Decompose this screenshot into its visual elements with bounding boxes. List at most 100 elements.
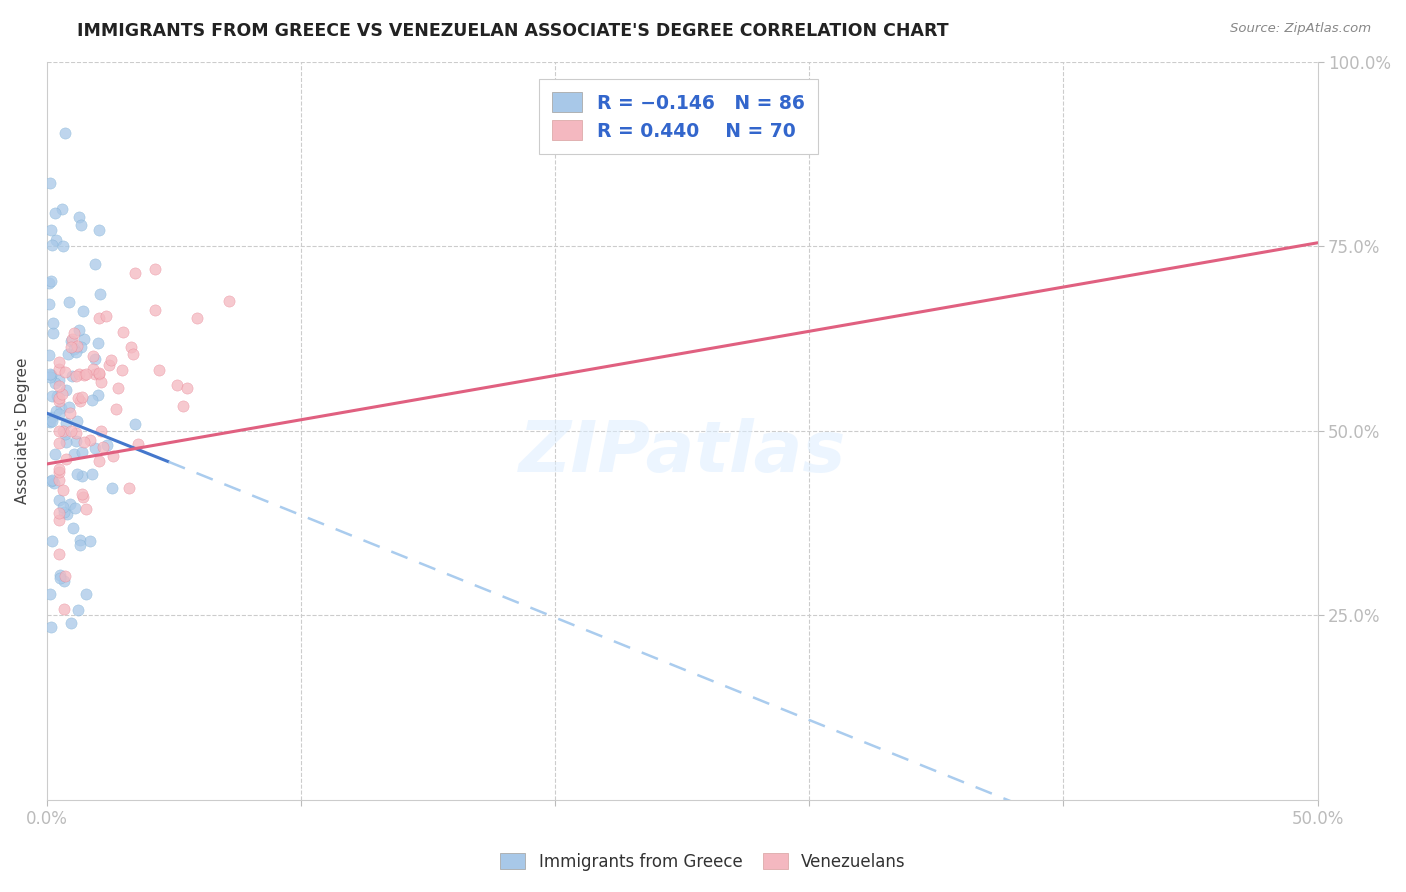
Point bbox=[48, 465, 70, 479]
Point bbox=[49, 401, 72, 416]
Point bbox=[58, 294, 80, 309]
Point bbox=[73, 368, 96, 383]
Point bbox=[39, 368, 62, 382]
Point bbox=[83, 441, 105, 455]
Point bbox=[39, 587, 62, 601]
Point bbox=[48, 379, 70, 393]
Point bbox=[66, 414, 89, 428]
Point bbox=[62, 447, 84, 461]
Point bbox=[55, 416, 77, 430]
Point bbox=[48, 436, 70, 450]
Point bbox=[38, 297, 60, 311]
Point bbox=[67, 210, 90, 224]
Point bbox=[55, 434, 77, 449]
Point bbox=[39, 474, 62, 488]
Point bbox=[62, 521, 84, 535]
Point bbox=[48, 462, 70, 476]
Point bbox=[48, 506, 70, 520]
Point bbox=[91, 440, 114, 454]
Point bbox=[87, 336, 110, 351]
Point bbox=[45, 233, 67, 247]
Text: IMMIGRANTS FROM GREECE VS VENEZUELAN ASSOCIATE'S DEGREE CORRELATION CHART: IMMIGRANTS FROM GREECE VS VENEZUELAN ASS… bbox=[77, 22, 949, 40]
Point bbox=[96, 437, 118, 451]
Point bbox=[59, 497, 82, 511]
Point bbox=[60, 332, 83, 346]
Point bbox=[38, 368, 60, 382]
Point bbox=[42, 316, 65, 330]
Point bbox=[48, 424, 70, 438]
Point bbox=[41, 474, 63, 488]
Point bbox=[65, 426, 87, 441]
Point bbox=[41, 409, 63, 424]
Point bbox=[94, 309, 117, 323]
Point bbox=[166, 377, 188, 392]
Point bbox=[90, 425, 112, 439]
Point bbox=[48, 407, 70, 421]
Point bbox=[53, 505, 76, 519]
Point bbox=[104, 401, 127, 416]
Point bbox=[65, 434, 87, 448]
Point bbox=[55, 383, 77, 397]
Point bbox=[48, 473, 70, 487]
Point bbox=[124, 266, 146, 280]
Point bbox=[82, 349, 104, 363]
Point bbox=[51, 387, 73, 401]
Point bbox=[83, 257, 105, 271]
Point bbox=[51, 202, 73, 216]
Point bbox=[60, 334, 83, 348]
Point bbox=[67, 323, 90, 337]
Point bbox=[60, 368, 83, 383]
Point bbox=[48, 362, 70, 376]
Point bbox=[70, 468, 93, 483]
Point bbox=[72, 390, 94, 404]
Point bbox=[41, 533, 63, 548]
Point bbox=[58, 400, 80, 414]
Point bbox=[39, 223, 62, 237]
Point bbox=[52, 239, 75, 253]
Legend: Immigrants from Greece, Venezuelans: Immigrants from Greece, Venezuelans bbox=[492, 845, 914, 880]
Point bbox=[48, 355, 70, 369]
Point bbox=[39, 620, 62, 634]
Point bbox=[69, 533, 91, 548]
Point bbox=[48, 391, 70, 405]
Point bbox=[66, 467, 89, 482]
Point bbox=[75, 502, 97, 516]
Point bbox=[44, 376, 66, 391]
Point bbox=[53, 427, 76, 442]
Point bbox=[86, 387, 108, 401]
Point bbox=[87, 454, 110, 468]
Point bbox=[79, 433, 101, 447]
Point bbox=[107, 381, 129, 395]
Point bbox=[59, 406, 82, 420]
Point bbox=[48, 513, 70, 527]
Point bbox=[148, 363, 170, 377]
Point bbox=[172, 399, 194, 413]
Point bbox=[38, 414, 60, 428]
Point bbox=[83, 351, 105, 366]
Point bbox=[89, 286, 111, 301]
Point bbox=[56, 347, 79, 361]
Point bbox=[38, 348, 60, 362]
Point bbox=[79, 534, 101, 549]
Point bbox=[59, 615, 82, 630]
Point bbox=[52, 483, 75, 497]
Point bbox=[48, 393, 70, 408]
Text: ZIPatlas: ZIPatlas bbox=[519, 418, 846, 487]
Point bbox=[75, 367, 97, 381]
Point bbox=[41, 414, 63, 428]
Point bbox=[59, 424, 82, 438]
Point bbox=[39, 274, 62, 288]
Point bbox=[122, 347, 145, 361]
Point bbox=[44, 205, 66, 219]
Point bbox=[69, 218, 91, 232]
Point bbox=[52, 574, 75, 588]
Point bbox=[41, 389, 63, 403]
Point bbox=[80, 392, 103, 407]
Point bbox=[45, 404, 67, 418]
Point bbox=[63, 343, 86, 357]
Point bbox=[72, 435, 94, 450]
Point bbox=[67, 391, 90, 405]
Point bbox=[67, 367, 90, 381]
Point bbox=[69, 394, 91, 409]
Point bbox=[143, 262, 166, 277]
